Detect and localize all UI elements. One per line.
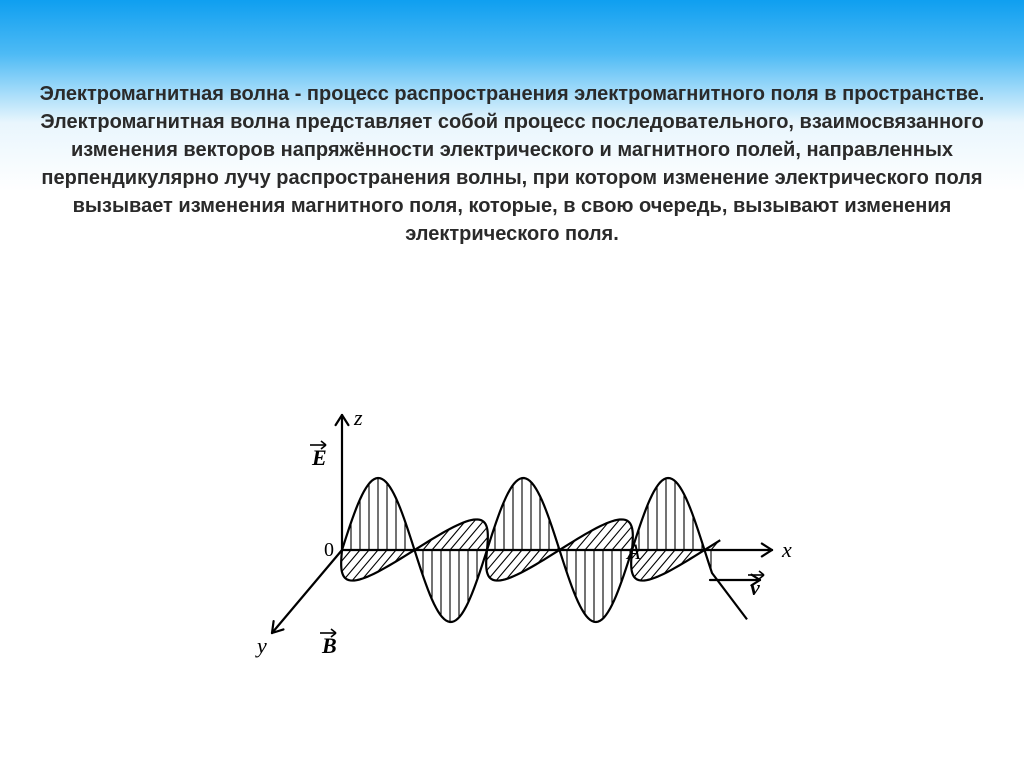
em-wave-svg: z x y 0 E Bv A <box>212 395 812 685</box>
slide: Электромагнитная волна - процесс распрос… <box>0 0 1024 767</box>
svg-text:z: z <box>353 405 363 430</box>
description-paragraph: Электромагнитная волна - процесс распрос… <box>30 80 994 248</box>
svg-text:A: A <box>625 539 641 564</box>
svg-text:0: 0 <box>324 539 334 561</box>
svg-text:B: B <box>321 633 337 658</box>
em-wave-figure: z x y 0 E Bv A <box>0 395 1024 690</box>
svg-text:x: x <box>781 537 792 562</box>
svg-text:v: v <box>750 575 760 600</box>
svg-text:y: y <box>255 633 267 658</box>
svg-text:E: E <box>311 445 327 470</box>
